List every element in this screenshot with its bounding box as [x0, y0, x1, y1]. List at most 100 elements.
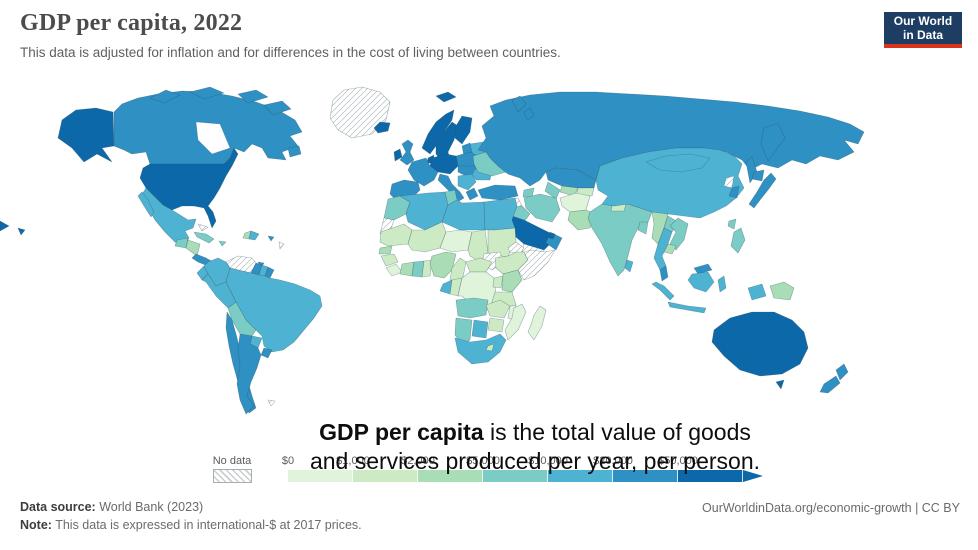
footer-credit[interactable]: OurWorldinData.org/economic-growth | CC …: [702, 501, 960, 515]
country-iran[interactable]: [523, 193, 561, 223]
country-canada-arctic-2[interactable]: [189, 86, 225, 100]
legend-bin[interactable]: [548, 470, 613, 482]
country-dominican-republic[interactable]: [248, 230, 260, 241]
country-svalbard[interactable]: [435, 91, 457, 103]
country-italy[interactable]: [437, 173, 465, 202]
country-south-korea[interactable]: [728, 185, 740, 199]
country-india[interactable]: [587, 203, 653, 277]
country-hokkaido[interactable]: [751, 169, 765, 182]
country-indonesia-papua[interactable]: [747, 283, 767, 301]
country-indonesia-sumatra[interactable]: [651, 281, 675, 301]
country-indonesia-sulawesi[interactable]: [717, 275, 727, 293]
legend-bin[interactable]: [288, 470, 353, 482]
country-mexico-baja[interactable]: [137, 191, 155, 218]
country-greece[interactable]: [465, 187, 479, 201]
country-libya[interactable]: [441, 199, 486, 231]
country-kazakhstan[interactable]: [545, 167, 597, 189]
country-uae[interactable]: [545, 231, 556, 240]
legend-tick: $0: [281, 455, 295, 467]
country-novaya-zemlya-1[interactable]: [511, 95, 527, 113]
country-cuba[interactable]: [193, 231, 215, 244]
country-ivory-coast[interactable]: [399, 261, 415, 277]
legend-bin[interactable]: [483, 470, 548, 482]
country-egypt[interactable]: [483, 197, 518, 231]
legend-bin[interactable]: [613, 470, 678, 482]
country-hawaii[interactable]: [17, 227, 26, 236]
country-usa-pacific-wrap[interactable]: [0, 220, 10, 232]
country-cambodia[interactable]: [663, 243, 677, 255]
country-bangladesh[interactable]: [637, 221, 649, 235]
legend-bin[interactable]: [418, 470, 483, 482]
country-bahamas[interactable]: [197, 223, 209, 232]
country-falkland-islands[interactable]: [267, 399, 276, 407]
country-indonesia-kalimantan[interactable]: [687, 271, 715, 293]
country-uruguay[interactable]: [260, 347, 273, 359]
country-canada-arctic-4[interactable]: [263, 100, 292, 116]
country-australia[interactable]: [711, 311, 809, 377]
legend-bin[interactable]: [353, 470, 418, 482]
country-mongolia[interactable]: [645, 153, 711, 173]
country-thailand[interactable]: [653, 227, 673, 271]
country-puerto-rico[interactable]: [267, 235, 275, 242]
country-philippines[interactable]: [730, 227, 746, 254]
country-kamchatka[interactable]: [760, 122, 786, 162]
country-russia[interactable]: [477, 91, 865, 187]
country-uganda[interactable]: [492, 275, 504, 289]
country-newfoundland[interactable]: [287, 145, 302, 158]
country-uk[interactable]: [399, 139, 415, 166]
country-nigeria[interactable]: [429, 251, 457, 279]
country-afghanistan[interactable]: [559, 192, 591, 213]
country-mexico[interactable]: [140, 187, 197, 247]
country-germany-alpine[interactable]: [429, 153, 459, 175]
country-south-africa[interactable]: [454, 333, 507, 365]
country-japan[interactable]: [748, 172, 777, 209]
country-lesser-antilles[interactable]: [278, 241, 285, 250]
country-kenya[interactable]: [501, 269, 523, 293]
country-senegal[interactable]: [378, 245, 393, 255]
legend-bin[interactable]: [678, 470, 743, 482]
country-ireland[interactable]: [393, 148, 403, 162]
country-jamaica[interactable]: [218, 240, 227, 247]
country-sri-lanka[interactable]: [624, 259, 634, 273]
country-argentina[interactable]: [236, 333, 262, 415]
country-new-zealand-south[interactable]: [819, 375, 841, 394]
country-norway[interactable]: [421, 109, 455, 155]
country-finland[interactable]: [454, 115, 473, 145]
country-somalia[interactable]: [517, 249, 556, 281]
country-canada-arctic-1[interactable]: [149, 89, 181, 104]
country-iceland[interactable]: [373, 121, 391, 134]
country-angola[interactable]: [455, 297, 489, 319]
country-madagascar[interactable]: [527, 305, 547, 341]
country-new-zealand-north[interactable]: [835, 363, 849, 381]
country-greenland[interactable]: [329, 86, 391, 139]
country-guinea[interactable]: [380, 253, 399, 267]
country-alaska[interactable]: [57, 107, 115, 163]
country-china[interactable]: [595, 147, 745, 219]
footer-note-line: Note: This data is expressed in internat…: [20, 516, 362, 534]
owid-logo[interactable]: Our World in Data: [884, 12, 962, 48]
country-zimbabwe[interactable]: [487, 317, 505, 333]
country-mozambique[interactable]: [504, 303, 527, 341]
legend-no-data-swatch[interactable]: [213, 469, 252, 483]
country-cameroon[interactable]: [449, 257, 467, 283]
country-indonesia-java[interactable]: [667, 301, 707, 314]
country-novaya-zemlya-2[interactable]: [523, 107, 535, 121]
country-togo-benin[interactable]: [421, 259, 433, 278]
country-honduras-nicaragua[interactable]: [185, 239, 201, 257]
country-central-african-republic[interactable]: [465, 257, 493, 273]
country-sierra-leone-liberia[interactable]: [385, 263, 403, 277]
country-papua-new-guinea[interactable]: [769, 281, 795, 301]
legend-color-bar[interactable]: [288, 470, 763, 482]
country-tasmania[interactable]: [775, 379, 785, 390]
country-turkey[interactable]: [477, 184, 519, 201]
country-canada-arctic-3[interactable]: [237, 89, 269, 104]
footer-note-label: Note:: [20, 518, 52, 532]
country-botswana[interactable]: [471, 319, 489, 339]
country-malaysia-borneo[interactable]: [693, 263, 713, 275]
country-balkans[interactable]: [457, 173, 477, 191]
country-malaysia-peninsula[interactable]: [659, 265, 669, 282]
country-zambia[interactable]: [485, 299, 511, 319]
country-taiwan[interactable]: [727, 218, 737, 230]
country-lesotho[interactable]: [485, 343, 495, 352]
country-france[interactable]: [407, 157, 439, 187]
